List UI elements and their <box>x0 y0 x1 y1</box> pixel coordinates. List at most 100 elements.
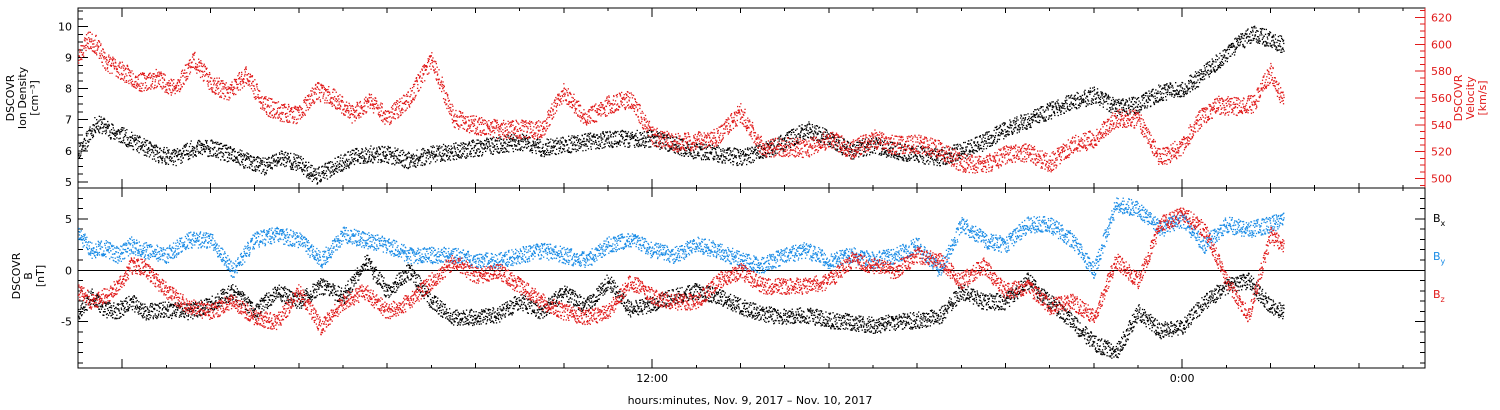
series-ion-density-dot <box>1124 110 1126 113</box>
series-ion-density-dot <box>95 126 97 129</box>
series-ion-density-dot <box>793 131 795 133</box>
series-velocity-dot <box>111 60 114 62</box>
series-ion-density-dot <box>156 153 158 155</box>
series-ion-density-dot <box>573 136 575 138</box>
series-ion-density-dot <box>1038 116 1040 118</box>
series-ion-density-dot <box>536 146 538 148</box>
series-ion-density-dot <box>585 145 587 147</box>
series-ion-density-dot <box>419 156 421 158</box>
series-ion-density-dot <box>935 150 937 152</box>
series-ion-density-dot <box>449 155 451 157</box>
series-ion-density-dot <box>1069 109 1072 111</box>
series-ion-density-dot <box>1148 98 1150 101</box>
series-ion-density-dot <box>937 153 939 156</box>
series-ion-density-dot <box>445 149 447 151</box>
series-ion-density-dot <box>89 138 92 141</box>
series-ion-density-dot <box>1051 114 1053 116</box>
series-ion-density-dot <box>145 154 147 156</box>
series-ion-density-dot <box>722 154 724 156</box>
series-ion-density-dot <box>388 151 390 153</box>
series-ion-density-dot <box>348 164 351 166</box>
series-ion-density-dot <box>1137 97 1140 99</box>
series-ion-density-dot <box>514 145 516 147</box>
series-velocity-dot <box>82 45 84 47</box>
series-ion-density-dot <box>700 147 702 150</box>
series-ion-density-dot <box>499 147 502 150</box>
series-ion-density-dot <box>725 156 727 158</box>
series-ion-density-dot <box>993 129 995 132</box>
series-ion-density-dot <box>245 158 247 160</box>
series-ion-density-dot <box>594 136 596 138</box>
series-ion-density-dot <box>872 140 874 142</box>
series-ion-density-dot <box>126 143 129 146</box>
series-ion-density-dot <box>95 123 97 125</box>
series-ion-density-dot <box>988 131 990 133</box>
series-velocity-dot <box>87 47 90 49</box>
series-ion-density-dot <box>369 151 371 153</box>
series-ion-density-dot <box>694 154 696 156</box>
series-ion-density-dot <box>684 152 686 154</box>
series-ion-density-dot <box>1078 104 1081 106</box>
series-ion-density-dot <box>610 134 612 136</box>
series-ion-density-dot <box>1113 104 1115 106</box>
series-ion-density-dot <box>1065 97 1067 99</box>
series-ion-density-dot <box>1219 67 1222 69</box>
series-ion-density-dot <box>508 141 511 143</box>
series-ion-density-dot <box>1262 37 1264 39</box>
series-ion-density-dot <box>344 160 346 162</box>
series-ion-density-dot <box>1127 107 1130 109</box>
series-ion-density-dot <box>1265 42 1268 44</box>
series-ion-density-dot <box>549 141 551 143</box>
series-ion-density-dot <box>1215 59 1217 61</box>
series-ion-density-dot <box>122 137 125 139</box>
series-ion-density-dot <box>226 161 228 163</box>
series-ion-density-dot <box>302 158 304 160</box>
series-ion-density-dot <box>664 147 666 149</box>
series-ion-density-dot <box>1197 86 1200 88</box>
series-ion-density-dot <box>711 144 714 146</box>
series-ion-density-dot <box>440 155 443 158</box>
series-ion-density-dot <box>393 157 395 159</box>
series-ion-density-dot <box>201 149 203 151</box>
series-ion-density-dot <box>612 146 614 148</box>
series-ion-density-dot <box>726 158 728 160</box>
series-ion-density-dot <box>1061 106 1063 108</box>
series-ion-density-dot <box>928 163 930 165</box>
series-ion-density-dot <box>871 138 873 140</box>
series-ion-density-dot <box>866 153 868 155</box>
series-ion-density-dot <box>1263 41 1265 43</box>
series-ion-density-dot <box>233 148 235 150</box>
series-velocity-dot <box>79 48 81 51</box>
series-velocity-dot <box>127 80 130 82</box>
series-ion-density-dot <box>189 143 192 145</box>
series-ion-density-dot <box>86 130 88 133</box>
series-ion-density-dot <box>798 142 800 144</box>
series-velocity-dot <box>152 78 154 80</box>
series-ion-density-dot <box>420 164 422 166</box>
series-ion-density-dot <box>338 166 340 169</box>
series-ion-density-dot <box>813 133 815 135</box>
series-ion-density-dot <box>264 174 266 176</box>
series-ion-density-dot <box>114 138 116 140</box>
series-ion-density-dot <box>150 142 152 144</box>
series-ion-density-dot <box>797 133 799 135</box>
series-ion-density-dot <box>118 141 120 143</box>
series-ion-density-dot <box>1026 119 1029 121</box>
series-ion-density-dot <box>196 145 198 148</box>
series-ion-density-dot <box>1048 105 1051 107</box>
series-ion-density-dot <box>225 147 227 149</box>
series-ion-density-dot <box>1158 86 1161 88</box>
series-ion-density-dot <box>471 147 474 150</box>
series-ion-density-dot <box>897 143 899 145</box>
series-ion-density-dot <box>170 153 172 155</box>
series-ion-density-dot <box>137 137 140 139</box>
series-ion-density-dot <box>503 147 506 149</box>
series-ion-density-dot <box>659 148 661 150</box>
series-ion-density-dot <box>1260 29 1263 31</box>
series-ion-density-dot <box>589 137 591 140</box>
series-ion-density-dot <box>1063 105 1065 107</box>
series-ion-density-dot <box>643 131 645 133</box>
series-ion-density-dot <box>144 151 146 153</box>
series-ion-density-dot <box>998 131 1000 134</box>
series-ion-density-dot <box>1271 46 1273 49</box>
